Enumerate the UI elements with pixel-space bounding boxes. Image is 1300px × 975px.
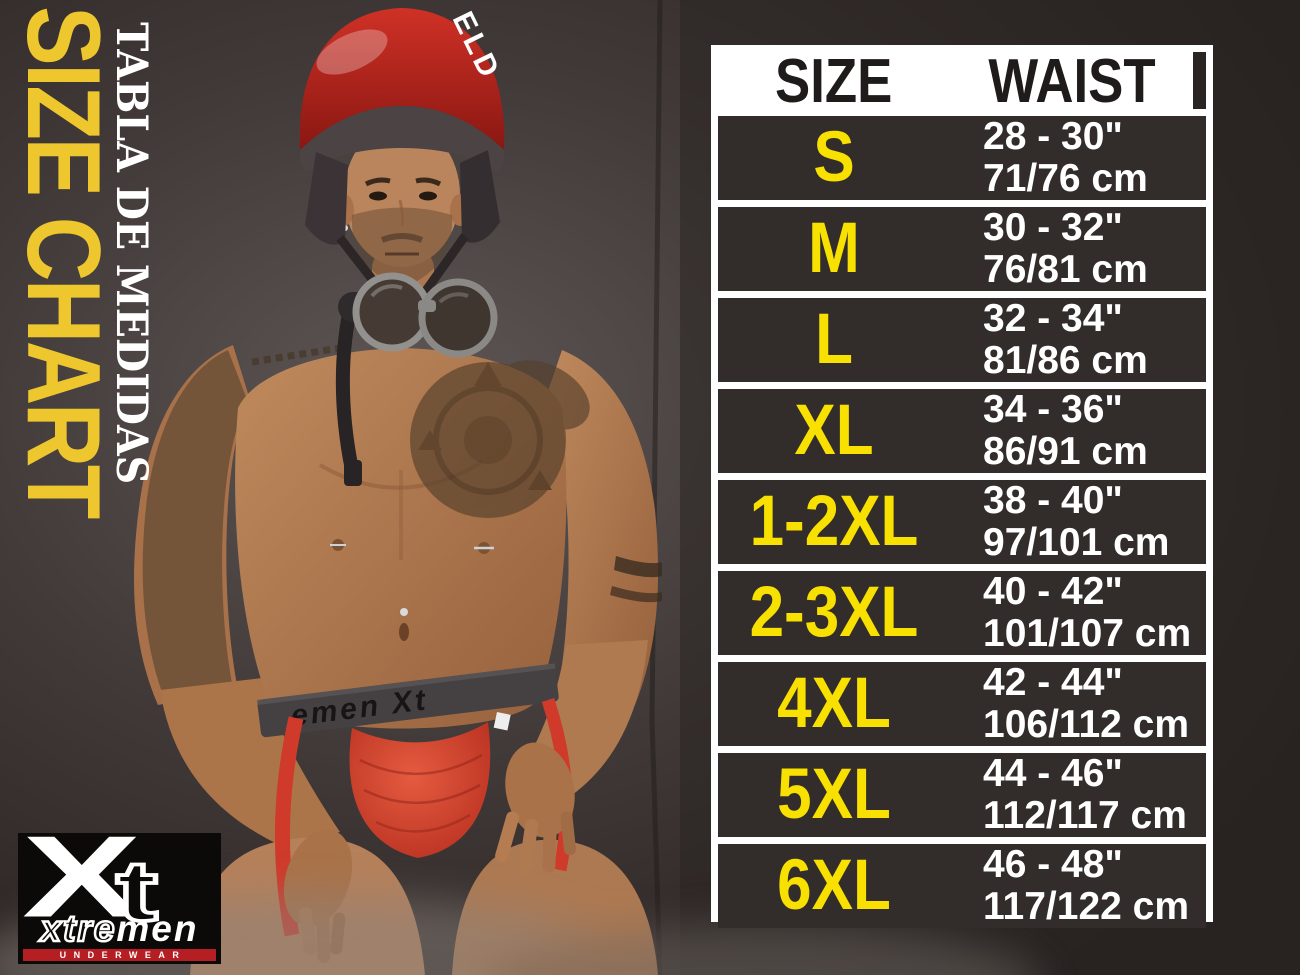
waist-cm: 101/107 cm (983, 612, 1192, 655)
table-row: 1-2XL 38 - 40" 97/101 cm (718, 480, 1206, 564)
armband-tattoo (614, 556, 662, 578)
table-row: 6XL 46 - 48" 117/122 cm (718, 844, 1206, 928)
table-row: 4XL 42 - 44" 106/112 cm (718, 662, 1206, 746)
red-pouch (349, 722, 491, 858)
header-waist-cell: WAIST (950, 45, 1193, 115)
size-value: 2-3XL (749, 572, 919, 653)
waist-inches: 38 - 40" (983, 480, 1123, 522)
header-size-cell: SIZE (718, 45, 950, 115)
title-size-chart: SIZE CHART (5, 6, 121, 517)
chest-tattoo (410, 360, 590, 518)
wall-corner (649, 0, 663, 975)
table-row: S 28 - 30" 71/76 cm (718, 116, 1206, 200)
size-table: SIZE WAIST S 28 - 30" 71/76 cm M 30 - 32… (711, 45, 1213, 928)
right-hand (495, 742, 576, 875)
logo-underwear-bar: UNDERWEAR (23, 949, 216, 961)
waist-inches: 44 - 46" (983, 753, 1123, 795)
size-value: S (813, 117, 855, 198)
logo-x-letter: X (22, 833, 142, 942)
waist-cell: 28 - 30" 71/76 cm (950, 116, 1206, 200)
logo-t-letter: t (113, 843, 160, 939)
right-arm (545, 350, 659, 705)
size-value: 1-2XL (749, 481, 919, 562)
waist-cm: 97/101 cm (983, 521, 1170, 564)
table-row: L 32 - 34" 81/86 cm (718, 298, 1206, 382)
header-size-label: SIZE (775, 45, 893, 115)
waist-inches: 34 - 36" (983, 389, 1123, 431)
waist-cm: 81/86 cm (983, 339, 1148, 382)
size-value: 6XL (777, 845, 891, 926)
table-header: SIZE WAIST (718, 45, 1193, 115)
table-row: XL 34 - 36" 86/91 cm (718, 389, 1206, 473)
red-helmet (299, 8, 505, 150)
waist-cm: 76/81 cm (983, 248, 1148, 291)
size-cell: M (718, 213, 950, 284)
size-cell: S (718, 122, 950, 193)
table-row: 2-3XL 40 - 42" 101/107 cm (718, 571, 1206, 655)
title-tabla-de-medidas: TABLA DE MEDIDAS (106, 22, 156, 485)
size-cell: L (718, 304, 950, 375)
waist-cell: 38 - 40" 97/101 cm (950, 480, 1206, 564)
waist-cm: 71/76 cm (983, 157, 1148, 200)
brand-logo: X t xtre men UNDERWEAR (18, 833, 221, 964)
left-arm-tattoo (142, 350, 248, 695)
waist-cm: 106/112 cm (983, 703, 1190, 746)
waist-inches: 42 - 44" (983, 662, 1123, 704)
size-cell: 5XL (718, 759, 950, 830)
logo-wordmark: xtre men (18, 908, 221, 949)
table-body: S 28 - 30" 71/76 cm M 30 - 32" 76/81 cm … (718, 109, 1206, 928)
size-cell: 1-2XL (718, 486, 950, 557)
waist-cell: 40 - 42" 101/107 cm (950, 571, 1206, 655)
waist-inches: 32 - 34" (983, 298, 1123, 340)
header-waist-label: WAIST (987, 45, 1156, 115)
clavicle-tattoo (251, 344, 341, 366)
waist-cm: 112/117 cm (983, 794, 1187, 837)
left-eye (369, 191, 387, 201)
logo-men-solid: men (116, 908, 199, 949)
size-value: M (808, 208, 860, 289)
waist-inches: 40 - 42" (983, 571, 1123, 613)
beard (351, 207, 453, 288)
waist-cell: 46 - 48" 117/122 cm (950, 844, 1206, 928)
right-eye (419, 191, 437, 201)
navel (399, 623, 409, 641)
table-row: 5XL 44 - 46" 112/117 cm (718, 753, 1206, 837)
size-cell: 6XL (718, 850, 950, 921)
size-cell: 2-3XL (718, 577, 950, 648)
waist-cm: 86/91 cm (983, 430, 1148, 473)
size-value: XL (794, 390, 874, 471)
waist-cell: 42 - 44" 106/112 cm (950, 662, 1206, 746)
size-value: 4XL (777, 663, 891, 744)
waist-inches: 28 - 30" (983, 116, 1123, 158)
left-forearm (160, 678, 340, 845)
logo-xtre-outline: xtre (39, 908, 117, 949)
size-cell: 4XL (718, 668, 950, 739)
goggles (335, 272, 498, 486)
waist-cm: 117/122 cm (983, 885, 1190, 928)
table-row: M 30 - 32" 76/81 cm (718, 207, 1206, 291)
waistband-tag (493, 712, 511, 731)
waist-cell: 30 - 32" 76/81 cm (950, 207, 1206, 291)
waist-inches: 30 - 32" (983, 207, 1123, 249)
size-value: 5XL (777, 754, 891, 835)
waist-inches: 46 - 48" (983, 844, 1123, 886)
head (344, 123, 460, 267)
size-value: L (815, 299, 853, 380)
helmet-liner (299, 106, 505, 172)
waist-cell: 34 - 36" 86/91 cm (950, 389, 1206, 473)
helmet-ear-flap-left (305, 152, 348, 245)
size-cell: XL (718, 395, 950, 466)
navel-piercing (400, 608, 408, 616)
helmet-ear-flap-right (460, 150, 500, 243)
waist-cell: 44 - 46" 112/117 cm (950, 753, 1206, 837)
waist-cell: 32 - 34" 81/86 cm (950, 298, 1206, 382)
model-figure: ELD emen Xt (134, 7, 662, 975)
